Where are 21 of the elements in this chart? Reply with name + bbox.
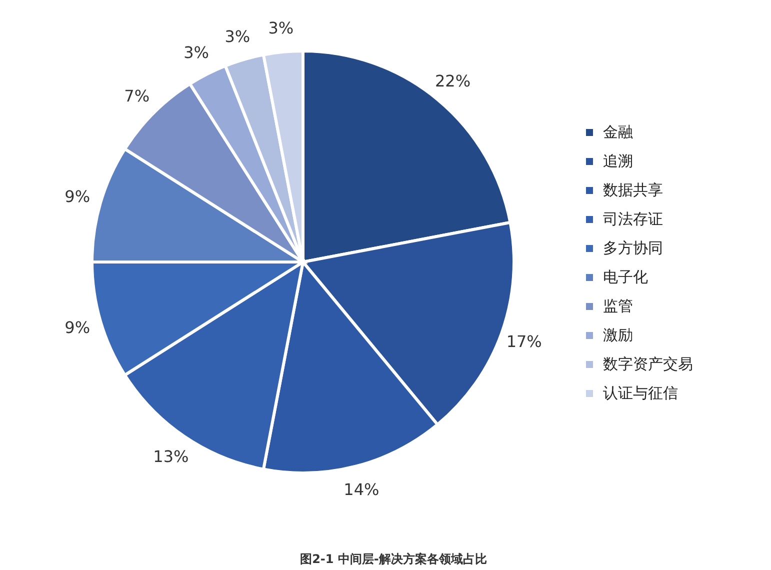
data-label: 14% [344, 480, 380, 500]
data-label: 17% [506, 332, 542, 352]
legend-label: 追溯 [603, 152, 633, 170]
legend-label: 激励 [603, 326, 633, 344]
legend-label: 数字资产交易 [603, 355, 693, 373]
data-label: 9% [64, 186, 90, 206]
legend-label: 监管 [603, 297, 633, 315]
legend-label: 认证与征信 [603, 384, 678, 402]
data-label: 3% [184, 43, 210, 62]
data-label: 7% [124, 86, 150, 106]
data-label: 13% [153, 446, 189, 466]
data-label: 22% [435, 71, 471, 90]
data-label: 9% [64, 318, 90, 338]
legend-label: 多方协同 [603, 239, 663, 257]
text: 图2-1 中间层-解决方案各领域占比 [300, 552, 487, 566]
legend-label: 电子化 [603, 268, 648, 286]
data-label: 3% [268, 18, 294, 38]
legend-label: 数据共享 [603, 181, 663, 199]
legend-label: 司法存证 [603, 210, 663, 228]
data-label: 3% [224, 26, 250, 46]
legend-label: 金融 [603, 123, 633, 141]
